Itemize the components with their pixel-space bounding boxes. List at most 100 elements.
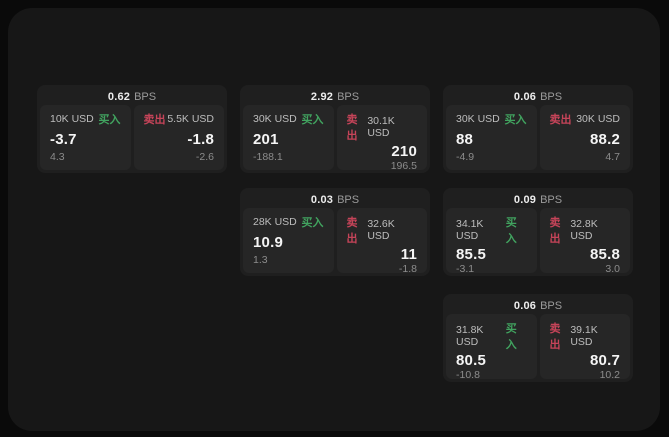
sell-delta: 3.0 bbox=[605, 263, 620, 275]
sell-price: 11 bbox=[400, 246, 417, 263]
sell-tile-top-row: 卖出 30.1K USD bbox=[347, 111, 418, 143]
sell-side-label: 卖出 bbox=[346, 217, 358, 245]
buy-side-label: 买入 bbox=[505, 217, 517, 245]
buy-price: -3.7 bbox=[50, 130, 77, 148]
sell-side-label: 卖出 bbox=[549, 114, 572, 126]
sell-tile[interactable]: 卖出 32.6K USD 11 -1.8 bbox=[336, 208, 427, 275]
buy-price: 201 bbox=[253, 130, 279, 148]
sell-side-label: 卖出 bbox=[346, 114, 358, 142]
buy-amount: 10K USD bbox=[50, 113, 94, 125]
spread-value: 0.03 bbox=[310, 193, 334, 206]
buy-price: 80.5 bbox=[456, 352, 486, 369]
buy-amount: 30K USD bbox=[253, 113, 297, 125]
spread-value: 2.92 bbox=[310, 90, 334, 103]
spread-unit: BPS bbox=[337, 193, 360, 206]
buy-price: 10.9 bbox=[253, 233, 283, 251]
quote-tiles: 30K USD 买入 201 -188.1 卖出 30.1K USD 210 1… bbox=[240, 105, 430, 173]
buy-tile[interactable]: 34.1K USD 买入 85.5 -3.1 bbox=[446, 208, 537, 275]
quote-card: 0.06 BPS 30K USD 买入 88 -4.9 卖出 30K USD bbox=[443, 85, 633, 173]
spread-header: 0.09 BPS bbox=[443, 188, 633, 208]
buy-price: 88 bbox=[456, 130, 474, 148]
sell-delta: -1.8 bbox=[398, 263, 417, 275]
quote-tiles: 10K USD 买入 -3.7 4.3 卖出 5.5K USD -1.8 -2.… bbox=[37, 105, 227, 173]
buy-tile-top-row: 31.8K USD 买入 bbox=[456, 320, 527, 352]
quote-tiles: 28K USD 买入 10.9 1.3 卖出 32.6K USD 11 -1.8 bbox=[240, 208, 430, 276]
spread-header: 2.92 BPS bbox=[240, 85, 430, 105]
quote-card: 0.09 BPS 34.1K USD 买入 85.5 -3.1 卖出 32.8K… bbox=[443, 188, 633, 276]
sell-tile-top-row: 卖出 39.1K USD bbox=[550, 320, 621, 352]
sell-amount: 30.1K USD bbox=[367, 115, 395, 139]
buy-tile-top-row: 28K USD 买入 bbox=[253, 214, 324, 230]
spread-header: 0.06 BPS bbox=[443, 85, 633, 105]
buy-amount: 28K USD bbox=[253, 216, 297, 228]
buy-delta: 1.3 bbox=[253, 254, 268, 266]
buy-side-label: 买入 bbox=[301, 114, 324, 126]
sell-delta: 196.5 bbox=[390, 160, 417, 172]
sell-tile-top-row: 卖出 32.6K USD bbox=[347, 214, 418, 246]
sell-side-label: 卖出 bbox=[549, 217, 561, 245]
sell-price: -1.8 bbox=[187, 130, 214, 148]
spread-header: 0.06 BPS bbox=[443, 294, 633, 314]
sell-tile[interactable]: 卖出 39.1K USD 80.7 10.2 bbox=[539, 314, 630, 381]
spread-unit: BPS bbox=[540, 299, 563, 312]
quote-tiles: 30K USD 买入 88 -4.9 卖出 30K USD 88.2 4.7 bbox=[443, 105, 633, 173]
spread-unit: BPS bbox=[540, 90, 563, 103]
buy-tile[interactable]: 31.8K USD 买入 80.5 -10.8 bbox=[446, 314, 537, 381]
spread-header: 0.62 BPS bbox=[37, 85, 227, 105]
buy-side-label: 买入 bbox=[505, 323, 517, 351]
buy-side-label: 买入 bbox=[504, 114, 527, 126]
buy-side-label: 买入 bbox=[301, 217, 324, 229]
spread-header: 0.03 BPS bbox=[240, 188, 430, 208]
sell-delta: 4.7 bbox=[605, 151, 620, 163]
spread-value: 0.09 bbox=[513, 193, 537, 206]
buy-amount: 30K USD bbox=[456, 113, 500, 125]
buy-amount: 34.1K USD bbox=[456, 218, 484, 242]
spread-unit: BPS bbox=[337, 90, 360, 103]
spread-unit: BPS bbox=[134, 90, 157, 103]
spread-value: 0.62 bbox=[107, 90, 131, 103]
sell-price: 88.2 bbox=[590, 130, 620, 148]
sell-tile-top-row: 卖出 5.5K USD bbox=[144, 111, 215, 127]
sell-amount: 32.6K USD bbox=[367, 218, 395, 242]
buy-delta: -10.8 bbox=[456, 369, 480, 381]
sell-tile-top-row: 卖出 30K USD bbox=[550, 111, 621, 127]
buy-amount: 31.8K USD bbox=[456, 324, 484, 348]
quote-tiles: 34.1K USD 买入 85.5 -3.1 卖出 32.8K USD 85.8… bbox=[443, 208, 633, 276]
buy-tile[interactable]: 28K USD 买入 10.9 1.3 bbox=[243, 208, 334, 273]
sell-tile[interactable]: 卖出 30.1K USD 210 196.5 bbox=[336, 105, 427, 172]
buy-tile[interactable]: 10K USD 买入 -3.7 4.3 bbox=[40, 105, 131, 170]
buy-tile-top-row: 30K USD 买入 bbox=[253, 111, 324, 127]
buy-tile[interactable]: 30K USD 买入 201 -188.1 bbox=[243, 105, 334, 170]
buy-tile[interactable]: 30K USD 买入 88 -4.9 bbox=[446, 105, 537, 170]
sell-amount: 30K USD bbox=[576, 113, 620, 125]
sell-side-label: 卖出 bbox=[143, 114, 166, 126]
spread-value: 0.06 bbox=[513, 90, 537, 103]
buy-tile-top-row: 34.1K USD 买入 bbox=[456, 214, 527, 246]
quote-card: 0.62 BPS 10K USD 买入 -3.7 4.3 卖出 5.5K USD bbox=[37, 85, 227, 173]
sell-tile[interactable]: 卖出 32.8K USD 85.8 3.0 bbox=[539, 208, 630, 275]
quote-card: 0.03 BPS 28K USD 买入 10.9 1.3 卖出 32.6K US… bbox=[240, 188, 430, 276]
sell-amount: 5.5K USD bbox=[167, 113, 214, 125]
buy-delta: -188.1 bbox=[253, 151, 283, 163]
buy-price: 85.5 bbox=[456, 246, 486, 263]
sell-tile[interactable]: 卖出 30K USD 88.2 4.7 bbox=[539, 105, 630, 170]
sell-tile-top-row: 卖出 32.8K USD bbox=[550, 214, 621, 246]
sell-price: 85.8 bbox=[590, 246, 620, 263]
sell-delta: 10.2 bbox=[599, 369, 620, 381]
sell-tile[interactable]: 卖出 5.5K USD -1.8 -2.6 bbox=[133, 105, 224, 170]
quote-card: 2.92 BPS 30K USD 买入 201 -188.1 卖出 30.1K … bbox=[240, 85, 430, 173]
sell-amount: 39.1K USD bbox=[570, 324, 598, 348]
sell-price: 210 bbox=[391, 143, 417, 160]
spread-value: 0.06 bbox=[513, 299, 537, 312]
sell-amount: 32.8K USD bbox=[570, 218, 598, 242]
buy-tile-top-row: 30K USD 买入 bbox=[456, 111, 527, 127]
buy-tile-top-row: 10K USD 买入 bbox=[50, 111, 121, 127]
buy-delta: -4.9 bbox=[456, 151, 475, 163]
buy-delta: 4.3 bbox=[50, 151, 65, 163]
sell-side-label: 卖出 bbox=[549, 323, 561, 351]
spread-unit: BPS bbox=[540, 193, 563, 206]
dashboard-panel: 0.62 BPS 10K USD 买入 -3.7 4.3 卖出 5.5K USD bbox=[8, 8, 660, 431]
quote-tiles: 31.8K USD 买入 80.5 -10.8 卖出 39.1K USD 80.… bbox=[443, 314, 633, 382]
sell-price: 80.7 bbox=[590, 352, 620, 369]
